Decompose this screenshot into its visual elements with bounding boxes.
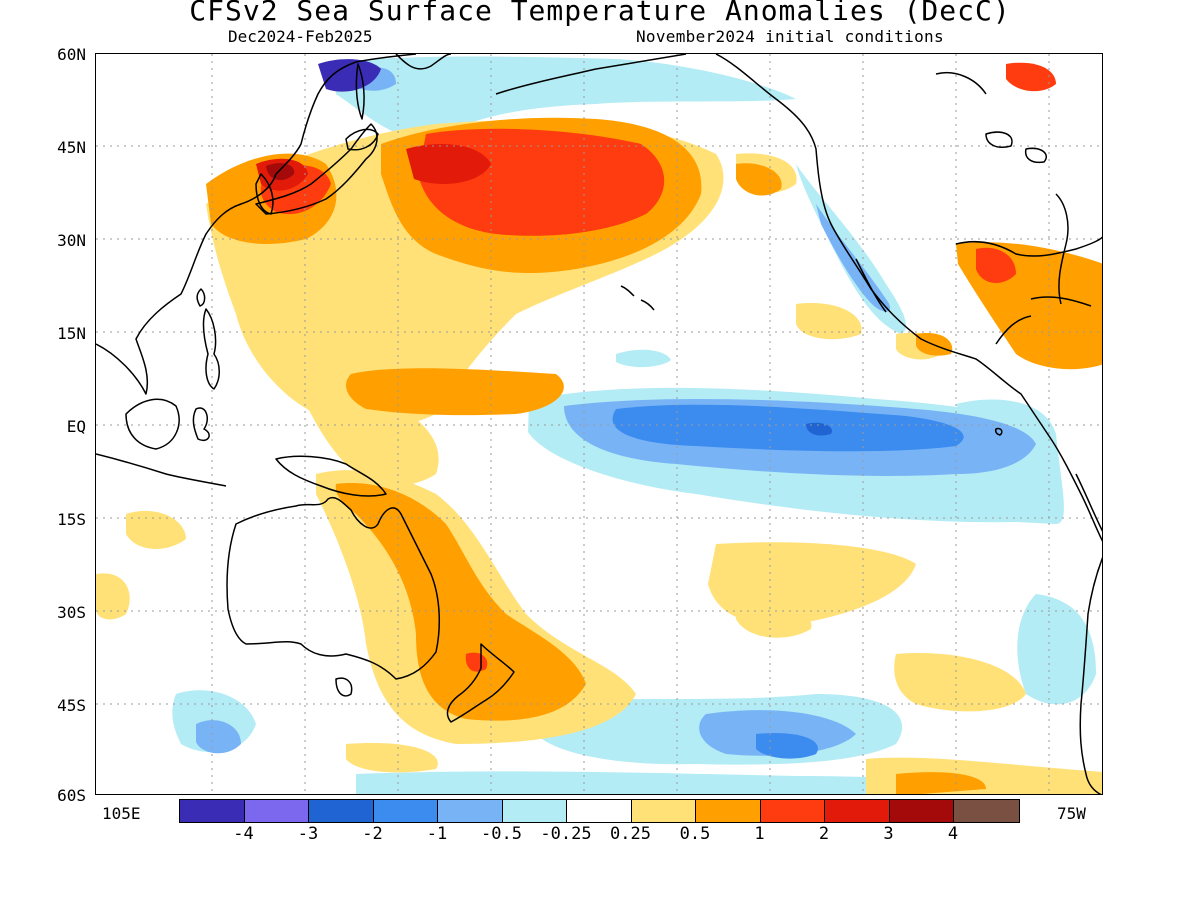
colorbar-label: 3 xyxy=(883,824,894,844)
lon-label-75w: 75W xyxy=(1057,804,1086,823)
colorbar-swatch xyxy=(438,800,503,822)
gulf-mexico-coast xyxy=(955,236,1102,257)
north-america-coast xyxy=(715,54,1102,542)
colorbar-swatch xyxy=(696,800,761,822)
sakhalin-coast xyxy=(355,63,365,120)
anomaly-blue xyxy=(612,404,964,759)
galapagos xyxy=(994,427,1003,436)
lat-label-45s: 45S xyxy=(57,696,86,715)
colorbar-swatch xyxy=(567,800,632,822)
map-title: CFSv2 Sea Surface Temperature Anomalies … xyxy=(189,0,1011,27)
colorbar-swatch xyxy=(244,800,309,822)
anomaly-maroon xyxy=(266,163,295,181)
kamchatka-coast xyxy=(395,54,452,70)
colorbar-swatch xyxy=(760,800,825,822)
new-guinea-coast xyxy=(275,455,387,497)
philippines-coast xyxy=(202,308,220,390)
hokkaido-coast xyxy=(345,128,379,151)
sulawesi-coast xyxy=(192,407,210,441)
lat-label-30n: 30N xyxy=(57,231,86,250)
graticule xyxy=(96,54,1102,794)
sst-anomaly-map xyxy=(95,53,1103,795)
great-lakes xyxy=(985,131,1047,164)
south-america-coast xyxy=(1075,473,1102,794)
hawaii-islands xyxy=(620,285,655,311)
colorbar-swatch xyxy=(954,800,1019,822)
tasmania-coast xyxy=(335,677,353,697)
colorbar-label: 0.5 xyxy=(679,824,711,844)
colorbar-swatch xyxy=(825,800,890,822)
colorbar-swatch xyxy=(373,800,438,822)
colorbar-label: -4 xyxy=(233,824,254,844)
season-label: Dec2024-Feb2025 xyxy=(228,27,373,46)
florida-coast xyxy=(1055,193,1069,305)
lat-label-15s: 15S xyxy=(57,510,86,529)
colorbar-swatch xyxy=(631,800,696,822)
sumatra-java-coast xyxy=(96,453,227,487)
aleutians xyxy=(495,54,687,95)
colorbar-swatch xyxy=(180,800,245,822)
asia-coast xyxy=(96,54,417,395)
taiwan-coast xyxy=(196,288,206,307)
coastlines xyxy=(96,54,1102,794)
map-canvas xyxy=(96,54,1102,794)
lat-label-15n: 15N xyxy=(57,324,86,343)
colorbar-label: 0.25 xyxy=(610,824,651,844)
colorbar-label: -1 xyxy=(426,824,448,844)
japan-coast xyxy=(255,123,378,215)
colorbar-label: 1 xyxy=(754,824,765,844)
colorbar-label: -2 xyxy=(362,824,383,844)
hudson-coast xyxy=(935,72,987,95)
colorbar-swatch xyxy=(309,800,374,822)
colorbar-label: -3 xyxy=(297,824,319,844)
anomaly-deep-purple xyxy=(318,59,381,92)
lat-label-30s: 30S xyxy=(57,603,86,622)
colorbar-swatch xyxy=(502,800,567,822)
lat-label-60s: 60S xyxy=(57,786,86,805)
lat-label-60n: 60N xyxy=(57,45,86,64)
colorbar-swatch xyxy=(889,800,954,822)
colorbar-label: -0.5 xyxy=(481,824,522,844)
initial-conditions-label: November2024 initial conditions xyxy=(636,27,944,46)
colorbar xyxy=(179,799,1020,823)
colorbar-label: -0.25 xyxy=(540,824,592,844)
lon-label-105e: 105E xyxy=(102,804,141,823)
yucatan-coast xyxy=(995,315,1032,345)
lat-label-eq: EQ xyxy=(66,417,86,436)
baja-california xyxy=(855,258,887,313)
anomaly-dark-blue xyxy=(806,422,832,436)
colorbar-label: 2 xyxy=(818,824,830,844)
lat-label-45n: 45N xyxy=(57,138,86,157)
colorbar-label: 4 xyxy=(947,824,959,844)
new-zealand-coast xyxy=(446,643,515,723)
cuba-coast xyxy=(1030,296,1092,307)
borneo-coast xyxy=(125,398,180,450)
australia-coast xyxy=(226,497,441,680)
